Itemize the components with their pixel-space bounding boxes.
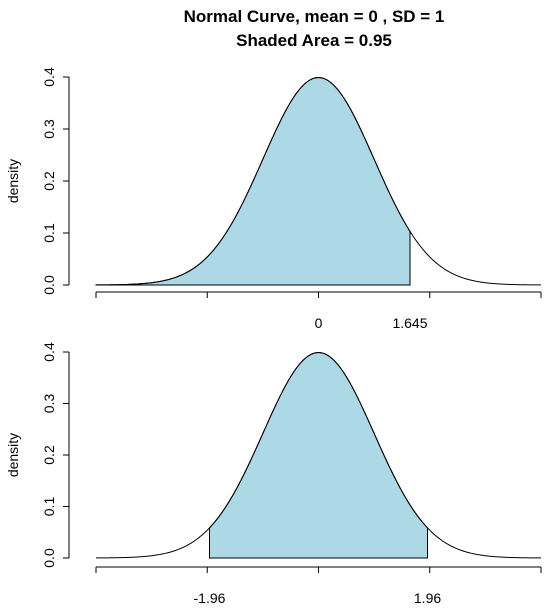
chart-title-line2: Shaded Area = 0.95 [236, 31, 392, 50]
y-tick-label: 0.3 [41, 119, 57, 139]
y-tick-label: 0.1 [41, 223, 57, 243]
density-curve [96, 352, 541, 559]
y-tick-label: 0.3 [41, 394, 57, 414]
y-axis-label: density [5, 159, 21, 203]
y-tick-label: 0.0 [41, 548, 57, 568]
y-tick-label: 0.4 [41, 342, 57, 362]
x-tick-label: 0 [315, 315, 323, 331]
y-tick-label: 0.2 [41, 171, 57, 191]
shaded-area [208, 352, 429, 559]
lower-panel: 0.0 0.1 0.2 0.3 0.4 density -1.96 1.96 [5, 342, 542, 606]
y-tick-label: 0.0 [41, 275, 57, 295]
y-tick-label: 0.1 [41, 497, 57, 517]
upper-panel: 0.0 0.1 0.2 0.3 0.4 density 0 1.645 [5, 67, 542, 331]
y-tick-label: 0.2 [41, 445, 57, 465]
density-curve [95, 77, 542, 286]
y-axis-label: density [5, 433, 21, 477]
x-tick-label: 1.96 [414, 590, 441, 606]
chart-title-line1: Normal Curve, mean = 0 , SD = 1 [184, 7, 445, 26]
x-tick-label: -1.96 [194, 590, 226, 606]
y-tick-label: 0.4 [41, 67, 57, 87]
x-tick-label: 1.645 [392, 315, 427, 331]
